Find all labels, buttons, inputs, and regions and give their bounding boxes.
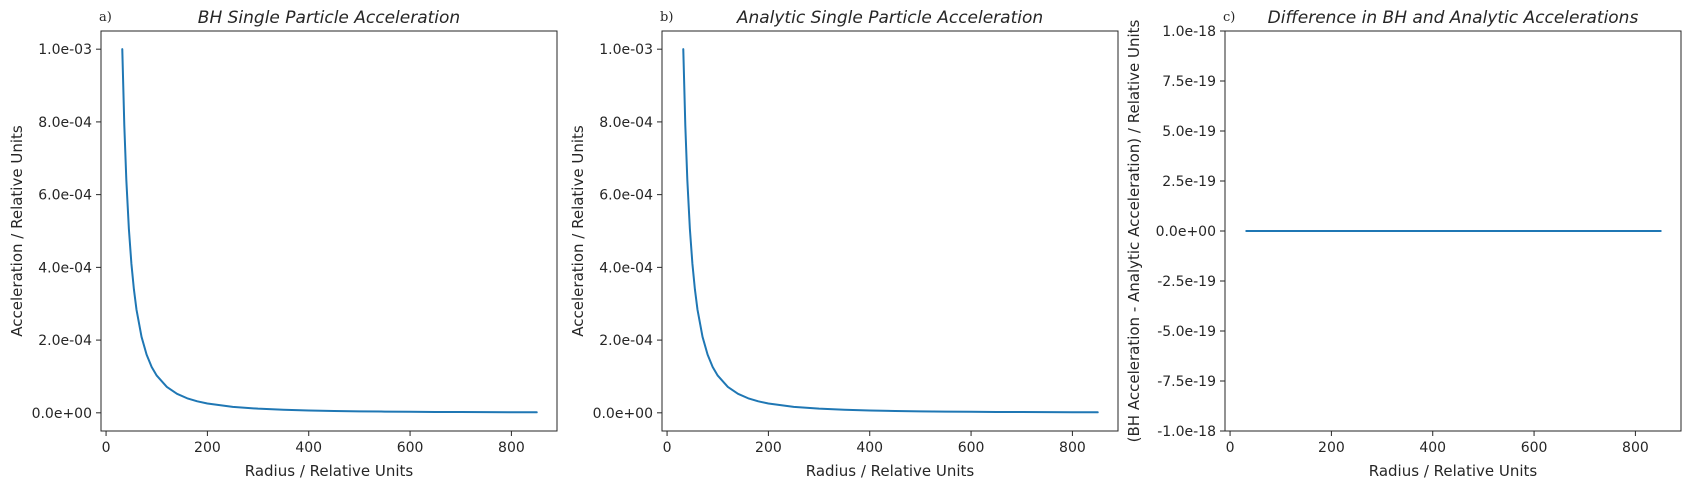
plot-frame — [100, 30, 558, 432]
x-axis-label: Radius / Relative Units — [1369, 462, 1538, 480]
y-axis-label: Acceleration / Relative Units — [8, 125, 26, 337]
panel-label: a) — [99, 10, 112, 25]
y-tick-label: 7.5e-19 — [1162, 74, 1216, 90]
chart-panel-a: 0 200 400 600 800 0.0e+00 2.0e-04 4.0e-04 6.0e-0… — [8, 8, 558, 480]
y-tick-label: 2.0e-04 — [38, 333, 92, 349]
series-line — [121, 48, 538, 414]
y-tick-label: 8.0e-04 — [599, 115, 653, 131]
x-tick-label: 600 — [958, 440, 985, 456]
x-tick-label: 0 — [1226, 440, 1235, 456]
chart-title: Analytic Single Particle Acceleration — [736, 8, 1043, 28]
x-tick-label: 400 — [1419, 440, 1446, 456]
x-tick-label: 600 — [397, 440, 424, 456]
y-tick-label: 4.0e-04 — [599, 260, 653, 276]
x-tick-label: 800 — [1059, 440, 1086, 456]
y-tick-label: -5.0e-19 — [1157, 324, 1216, 340]
y-tick-label: 0.0e+00 — [593, 406, 653, 422]
y-tick-label: -7.5e-19 — [1157, 374, 1216, 390]
chart-title: BH Single Particle Acceleration — [198, 8, 460, 28]
x-tick-label: 800 — [1622, 440, 1649, 456]
y-tick-label: 0.0e+00 — [32, 406, 92, 422]
y-tick-label: 8.0e-04 — [38, 115, 92, 131]
x-tick-label: 800 — [498, 440, 525, 456]
chart-title: Difference in BH and Analytic Accelerati… — [1268, 8, 1639, 28]
y-tick-label: 6.0e-04 — [599, 188, 653, 204]
y-tick-label: 0.0e+00 — [1156, 224, 1216, 240]
x-tick-label: 400 — [856, 440, 883, 456]
x-tick-label: 200 — [1318, 440, 1345, 456]
panel-label: c) — [1223, 10, 1235, 25]
x-tick-label: 0 — [102, 440, 111, 456]
chart-panel-c: 0 200 400 600 800 -1.0e-18 -7.5e-19 -5.0e-19 -2.… — [1125, 8, 1682, 480]
x-tick-label: 200 — [755, 440, 782, 456]
y-tick-label: 1.0e-18 — [1162, 24, 1216, 40]
x-tick-label: 400 — [295, 440, 322, 456]
y-tick-label: 2.0e-04 — [599, 333, 653, 349]
x-tick-label: 0 — [663, 440, 672, 456]
panel-label: b) — [660, 10, 673, 25]
series-line — [682, 48, 1099, 414]
y-tick-label: -2.5e-19 — [1157, 274, 1216, 290]
x-axis-label: Radius / Relative Units — [245, 462, 414, 480]
y-tick-label: 1.0e-03 — [38, 42, 92, 58]
x-tick-label: 600 — [1521, 440, 1548, 456]
y-tick-label: -1.0e-18 — [1157, 424, 1216, 440]
chart-panel-b: 0 200 400 600 800 0.0e+00 2.0e-04 4.0e-04 6.0e-0… — [569, 8, 1119, 480]
y-axis-label: Acceleration / Relative Units — [569, 125, 587, 337]
y-axis-label: (BH Acceleration - Analytic Acceleration… — [1125, 19, 1143, 442]
y-tick-label: 5.0e-19 — [1162, 124, 1216, 140]
y-tick-label: 1.0e-03 — [599, 42, 653, 58]
plot-frame — [661, 30, 1119, 432]
y-tick-label: 2.5e-19 — [1162, 174, 1216, 190]
y-tick-label: 6.0e-04 — [38, 188, 92, 204]
x-axis-label: Radius / Relative Units — [806, 462, 975, 480]
y-tick-label: 4.0e-04 — [38, 260, 92, 276]
x-tick-label: 200 — [194, 440, 221, 456]
